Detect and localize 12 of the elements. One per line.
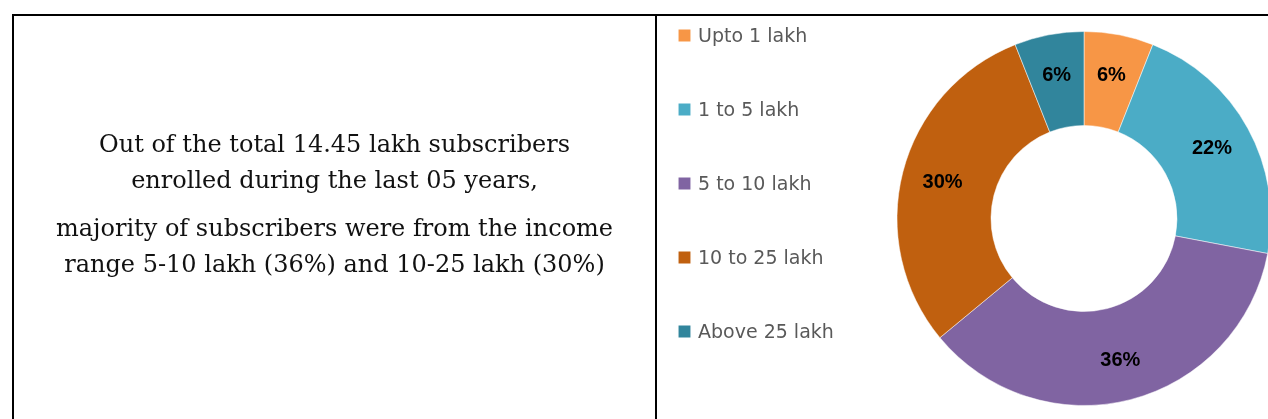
text: Out of the total 14.45 lakh subscribers enrolled during the last 05 years, bbox=[98, 128, 571, 196]
text: majority of subscribers were from the income range 5-10 lakh (36%) and 10-25 lakh (30%) bbox=[54, 212, 615, 280]
legend-label: 5 to 10 lakh bbox=[698, 171, 812, 194]
legend-label: 1 to 5 lakh bbox=[698, 97, 800, 120]
legend-label: 10 to 25 lakh bbox=[698, 245, 824, 268]
data-label: 36% bbox=[1100, 347, 1141, 370]
legend-label: Upto 1 lakh bbox=[698, 23, 808, 46]
data-label: 6% bbox=[1042, 63, 1072, 86]
data-label: 22% bbox=[1191, 136, 1233, 159]
legend-label: Above 25 lakh bbox=[698, 319, 834, 342]
data-label: 30% bbox=[922, 170, 963, 193]
data-label: 6% bbox=[1096, 63, 1127, 86]
